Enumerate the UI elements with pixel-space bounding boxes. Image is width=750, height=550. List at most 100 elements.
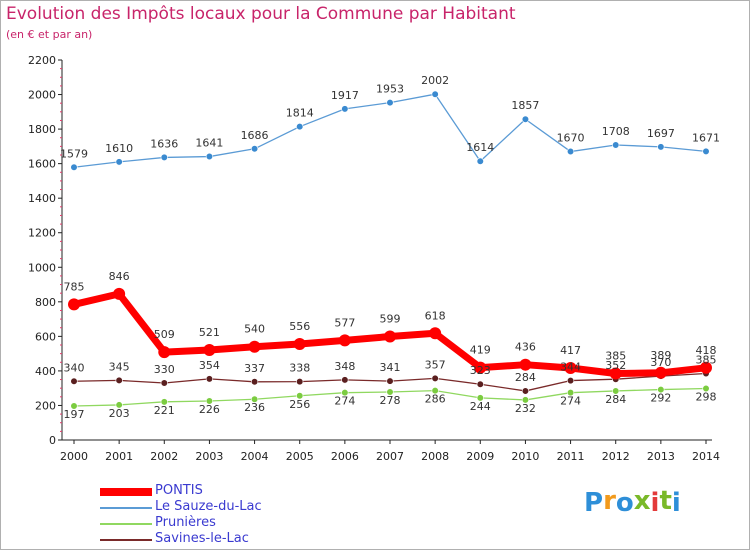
data-label-pontis: 521 [199,326,220,339]
data-label-pruni-res: 226 [199,403,220,416]
data-label-le-sauze-du-lac: 1697 [647,127,675,140]
data-point-le-sauze-du-lac [566,147,575,156]
data-point-pontis [248,340,261,353]
data-label-pruni-res: 221 [154,404,175,417]
data-label-savines-le-lac: 341 [380,361,401,374]
data-point-le-sauze-du-lac [702,147,710,155]
x-tick-label: 2011 [557,450,585,463]
data-label-pruni-res: 298 [696,391,717,404]
x-tick-label: 2010 [511,450,539,463]
data-point-le-sauze-du-lac [521,115,530,123]
data-label-pontis: 418 [696,344,717,357]
x-tick-label: 2000 [60,450,88,463]
data-label-pontis: 785 [64,280,85,293]
data-label-savines-le-lac: 354 [199,359,220,372]
data-point-pruni-res [250,395,259,403]
y-tick-label: 200 [35,399,56,412]
data-point-pontis [293,337,306,350]
y-tick-label: 1200 [28,227,56,240]
x-tick-label: 2013 [647,450,675,463]
data-label-pontis: 385 [605,350,626,363]
legend-label: Le Sauze-du-Lac [155,499,262,514]
x-tick-label: 2002 [150,450,178,463]
data-label-le-sauze-du-lac: 1857 [511,99,539,112]
y-tick-label: 1800 [28,123,56,136]
data-label-pontis: 599 [380,313,401,326]
data-point-le-sauze-du-lac [115,158,123,166]
data-label-le-sauze-du-lac: 1953 [376,83,404,96]
x-tick-label: 2005 [286,450,314,463]
x-tick-label: 2008 [421,450,449,463]
data-label-savines-le-lac: 323 [470,364,491,377]
legend-item: Prunières [100,515,360,532]
data-label-pontis: 419 [470,344,491,357]
data-point-le-sauze-du-lac [476,157,484,165]
data-label-pontis: 846 [109,270,130,283]
data-point-le-sauze-du-lac [160,153,168,162]
proxiti-logo: Proxiti [584,486,681,518]
data-label-pruni-res: 284 [605,393,626,406]
chart-subtitle: (en € et par an) [6,28,93,41]
y-tick-label: 2200 [28,54,56,67]
data-label-savines-le-lac: 385 [696,354,717,367]
data-point-pontis [338,334,351,347]
data-point-pruni-res [70,402,78,410]
data-label-pruni-res: 203 [109,407,130,420]
data-label-savines-le-lac: 345 [109,360,130,373]
data-label-pontis: 436 [515,341,536,354]
data-label-le-sauze-du-lac: 1686 [241,129,269,142]
data-point-pruni-res [341,389,349,397]
x-tick-label: 2014 [692,450,720,463]
y-tick-label: 1400 [28,192,56,205]
data-point-le-sauze-du-lac [431,90,439,98]
legend-label: PONTIS [155,483,203,498]
y-tick-label: 2000 [28,89,56,102]
legend-swatch [100,539,152,541]
data-point-pruni-res [386,388,394,396]
data-label-le-sauze-du-lac: 1636 [150,137,178,150]
data-point-pontis [700,361,712,374]
data-point-savines-le-lac [431,374,439,382]
data-point-le-sauze-du-lac [612,141,620,149]
data-point-pontis [113,287,126,300]
data-label-pruni-res: 274 [560,395,581,408]
data-point-pontis [474,361,487,374]
data-label-savines-le-lac: 344 [560,361,581,374]
data-point-pontis [654,366,667,379]
data-label-le-sauze-du-lac: 1670 [557,132,585,145]
data-label-pontis: 540 [244,323,265,336]
x-tick-label: 2003 [195,450,223,463]
data-label-savines-le-lac: 352 [605,359,626,372]
data-point-pontis [68,298,80,311]
data-point-pontis [158,346,171,359]
data-label-pontis: 417 [560,344,581,357]
data-point-savines-le-lac [296,378,304,386]
data-label-savines-le-lac: 330 [154,363,175,376]
legend-item: PONTIS [100,483,360,500]
data-label-pruni-res: 197 [64,408,85,421]
data-label-savines-le-lac: 357 [425,358,446,371]
data-point-pruni-res [521,396,530,404]
data-label-savines-le-lac: 337 [244,362,265,375]
data-point-le-sauze-du-lac [296,123,304,131]
data-point-savines-le-lac [160,379,168,387]
data-point-pontis [203,344,216,357]
x-tick-label: 2006 [331,450,359,463]
data-point-pruni-res [160,398,168,406]
data-point-pruni-res [115,401,123,409]
x-tick-label: 2004 [241,450,269,463]
data-point-pruni-res [205,397,214,405]
data-label-le-sauze-du-lac: 1917 [331,89,359,102]
data-point-le-sauze-du-lac [386,99,394,107]
data-label-le-sauze-du-lac: 1671 [692,131,720,144]
data-point-savines-le-lac [70,377,78,385]
data-point-savines-le-lac [341,376,349,384]
x-tick-label: 2009 [466,450,494,463]
data-point-pontis [609,367,622,380]
data-label-pontis: 577 [334,316,355,329]
data-label-pruni-res: 244 [470,400,491,413]
legend-label: Savines-le-Lac [155,531,249,546]
legend-item: Savines-le-Lac [100,531,360,548]
data-label-savines-le-lac: 338 [289,362,310,375]
